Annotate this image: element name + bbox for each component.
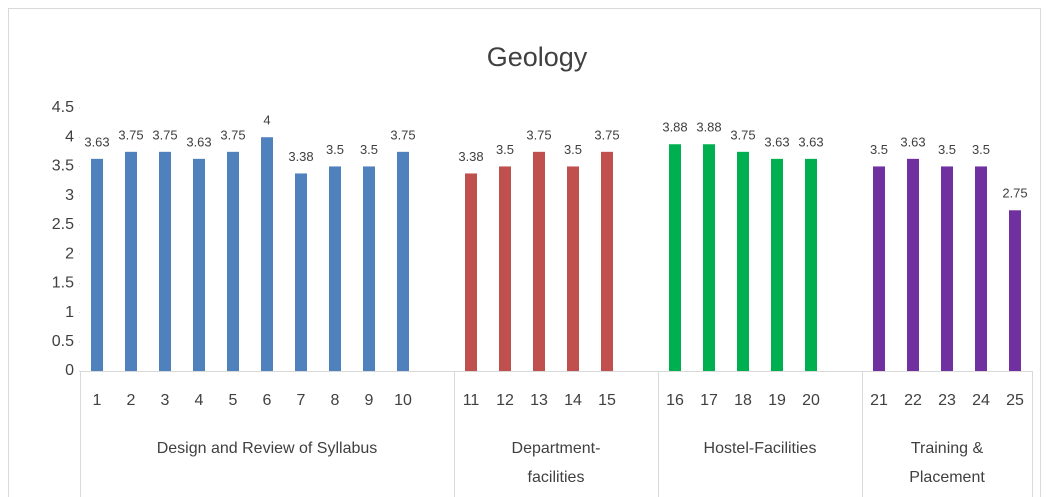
x-tick-label: 18 [734, 392, 752, 409]
data-label: 3.5 [938, 142, 956, 157]
data-label: 3.63 [764, 134, 789, 149]
data-label: 3.5 [972, 142, 990, 157]
y-tick-label: 1 [65, 304, 74, 321]
data-label: 3.63 [84, 134, 109, 149]
x-tick-label: 12 [496, 392, 514, 409]
y-tick-label: 0 [65, 362, 74, 379]
bar [873, 166, 885, 371]
bar [329, 166, 341, 371]
data-label: 3.75 [152, 127, 177, 142]
y-tick-label: 3.5 [52, 158, 74, 175]
data-label: 4 [263, 113, 270, 128]
data-label: 3.63 [900, 134, 925, 149]
data-label: 2.75 [1002, 186, 1027, 201]
bar [91, 158, 103, 371]
x-tick-label: 16 [666, 392, 684, 409]
group-label: Hostel-Facilities [703, 440, 817, 457]
y-tick-label: 4 [65, 128, 74, 145]
bar [907, 158, 919, 371]
group-label: Design and Review of Syllabus [156, 440, 378, 457]
x-tick-label: 13 [530, 392, 548, 409]
y-tick-label: 2 [65, 245, 74, 262]
x-tick-label: 11 [463, 392, 480, 409]
y-tick-label: 2.5 [52, 216, 74, 233]
data-label: 3.88 [662, 120, 687, 135]
x-tick-label: 7 [297, 392, 306, 409]
x-tick-label: 22 [904, 392, 922, 409]
bar [1009, 210, 1021, 371]
x-tick-label: 9 [365, 392, 374, 409]
x-tick-label: 19 [768, 392, 786, 409]
bar [669, 144, 681, 371]
x-tick-label: 25 [1006, 392, 1024, 409]
data-label: 3.63 [798, 134, 823, 149]
group-label: Training & Placement [909, 440, 985, 486]
data-label: 3.5 [326, 142, 344, 157]
data-label: 3.75 [526, 127, 551, 142]
data-label: 3.63 [186, 134, 211, 149]
bar [499, 166, 511, 371]
x-tick-label: 24 [972, 392, 990, 409]
data-label: 3.75 [730, 127, 755, 142]
data-label: 3.38 [458, 149, 483, 164]
bar [737, 151, 749, 371]
y-tick-label: 1.5 [52, 275, 74, 292]
bar [193, 158, 205, 371]
bar [567, 166, 579, 371]
x-tick-label: 17 [700, 392, 718, 409]
x-tick-label: 15 [598, 392, 616, 409]
x-tick-label: 6 [263, 392, 272, 409]
bar [771, 158, 783, 371]
bar [159, 151, 171, 371]
data-label: 3.75 [390, 127, 415, 142]
x-tick-label: 5 [229, 392, 238, 409]
x-tick-label: 10 [394, 392, 412, 409]
x-tick-label: 8 [331, 392, 340, 409]
x-tick-label: 20 [802, 392, 820, 409]
x-tick-label: 14 [564, 392, 582, 409]
bar [941, 166, 953, 371]
bar [975, 166, 987, 371]
chart-border [8, 8, 1041, 497]
data-label: 3.38 [288, 149, 313, 164]
y-tick-label: 4.5 [52, 99, 74, 116]
data-label: 3.75 [220, 127, 245, 142]
data-label: 3.88 [696, 120, 721, 135]
data-label: 3.75 [118, 127, 143, 142]
bar [295, 173, 307, 371]
group-label: Department-facilities [511, 440, 601, 486]
x-tick-label: 23 [938, 392, 956, 409]
x-tick-label: 21 [870, 392, 888, 409]
x-tick-label: 1 [93, 392, 102, 409]
bar [227, 151, 239, 371]
data-label: 3.5 [564, 142, 582, 157]
bar [261, 137, 273, 371]
bar [533, 151, 545, 371]
bar [465, 173, 477, 371]
chart-title: Geology [487, 42, 588, 72]
y-tick-label: 3 [65, 187, 74, 204]
x-tick-label: 3 [161, 392, 170, 409]
data-label: 3.5 [496, 142, 514, 157]
bar [363, 166, 375, 371]
x-tick-label: 4 [195, 392, 204, 409]
bar [601, 151, 613, 371]
bar [703, 144, 715, 371]
y-tick-label: 0.5 [52, 333, 74, 350]
bar [397, 151, 409, 371]
data-label: 3.5 [360, 142, 378, 157]
data-label: 3.5 [870, 142, 888, 157]
bar [125, 151, 137, 371]
bar [805, 158, 817, 371]
x-tick-label: 2 [127, 392, 136, 409]
data-label: 3.75 [594, 127, 619, 142]
